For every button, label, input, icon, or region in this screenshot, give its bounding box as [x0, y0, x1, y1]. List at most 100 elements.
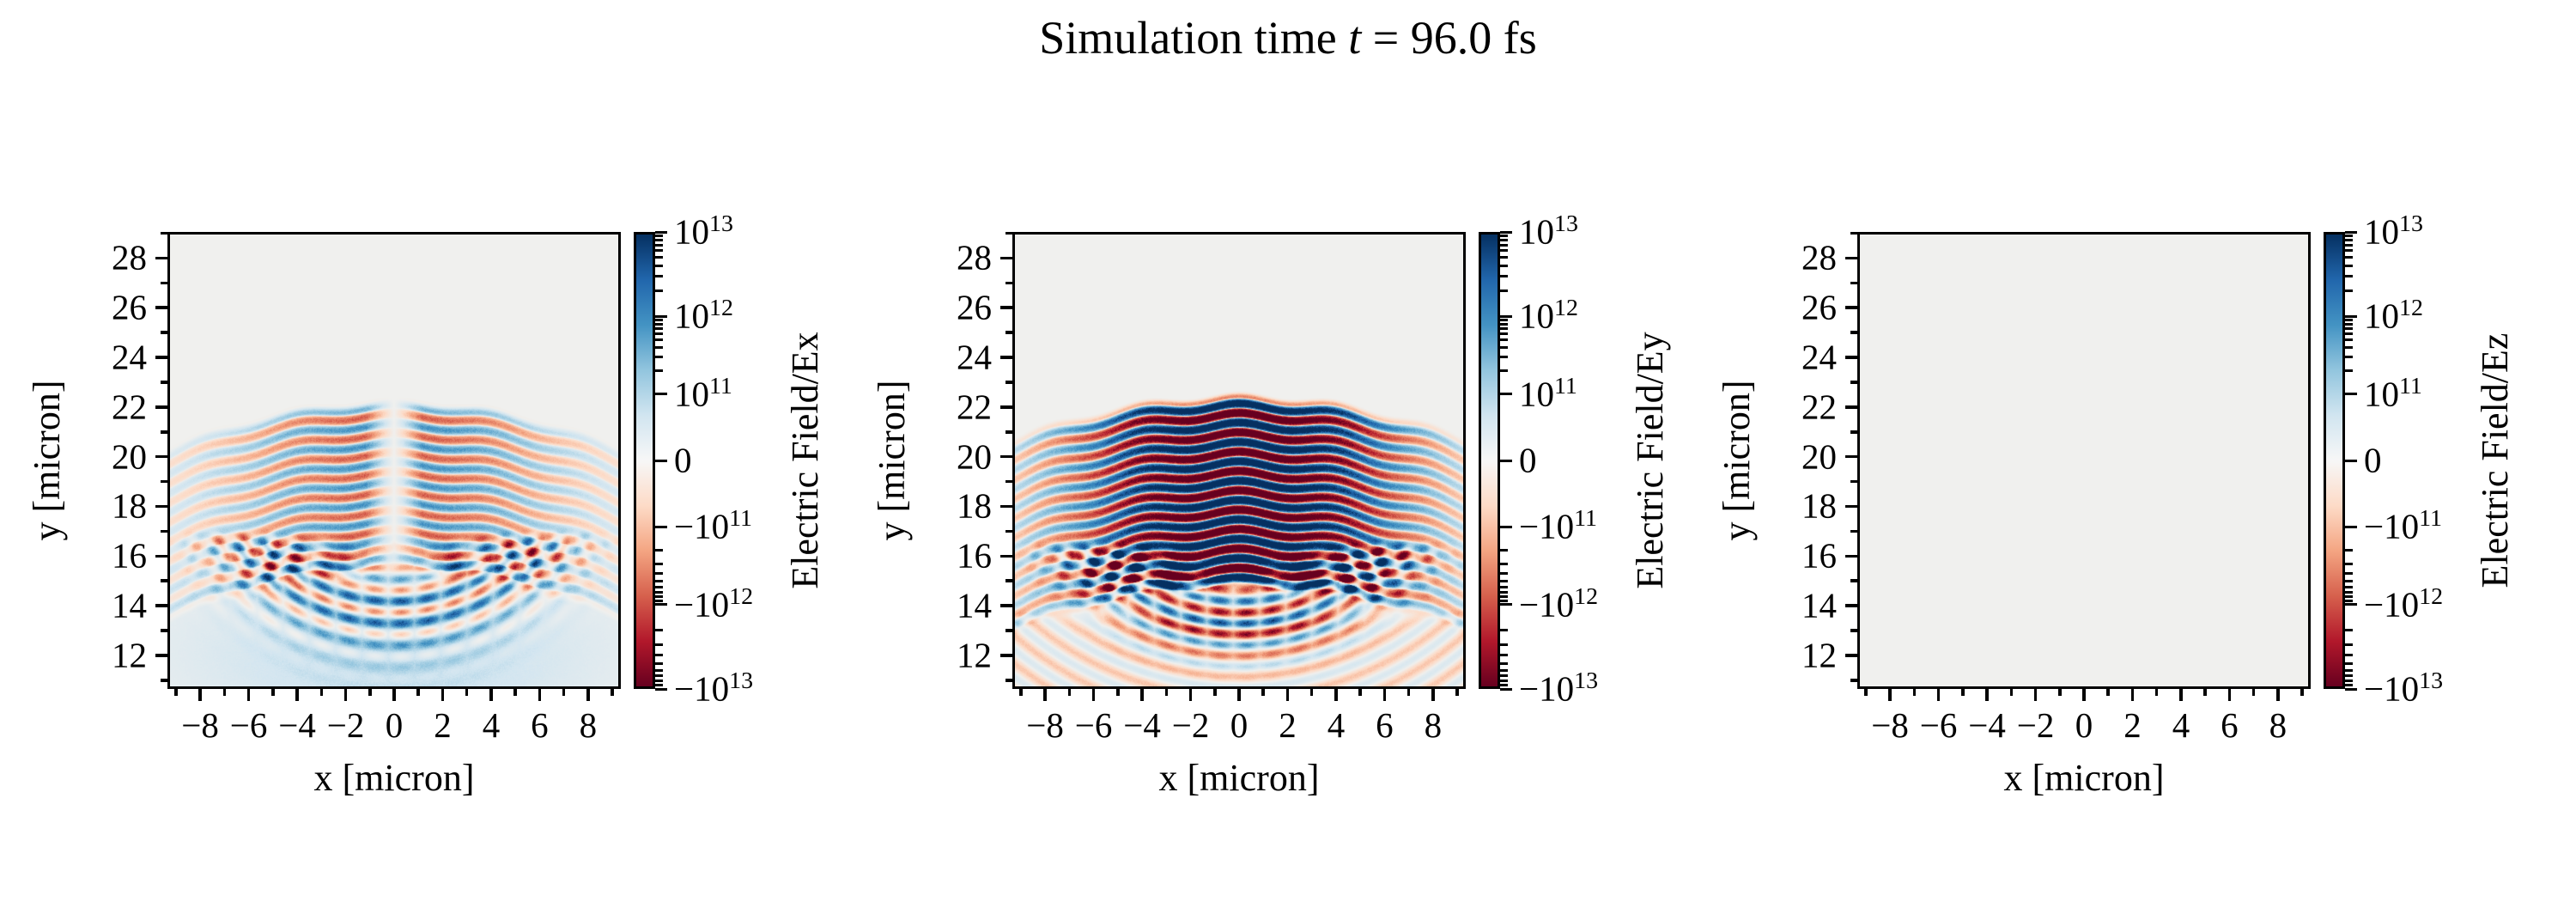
x-axis-tick-label: 8 [1424, 705, 1443, 745]
y-axis-tick-label: 26 [112, 287, 147, 327]
colorbar-minor-tick [1500, 289, 1508, 293]
colorbar-tick-exponent: 11 [2419, 504, 2442, 532]
panel-ez: −8 −6 −4 −2 0 2 4 6 8 12 14 16 18 20 22 24 26 28 x [micron… [1716, 211, 2516, 796]
colorbar-tick [1500, 393, 1512, 396]
colorbar-minor-tick [2345, 239, 2353, 242]
x-axis-tick-label: −6 [229, 705, 268, 745]
colorbar-minor-tick [2345, 679, 2353, 682]
colorbar-minor-tick [1500, 369, 1508, 373]
colorbar-tick-label: 0 [2364, 440, 2382, 480]
colorbar-minor-tick [2345, 579, 2353, 582]
x-axis-tick-label: −2 [2016, 705, 2055, 745]
colorbar-minor-tick [655, 332, 663, 335]
colorbar-minor-tick [655, 643, 663, 647]
x-axis-tick-label: −8 [1871, 705, 1909, 745]
y-axis-tick [1845, 604, 1857, 607]
colorbar-minor-tick [655, 599, 663, 602]
colorbar-tick-exponent: 11 [709, 372, 732, 399]
y-axis-tick-label: 28 [1801, 237, 1837, 277]
x-axis-tick [343, 689, 348, 701]
x-axis-tick [1091, 689, 1096, 701]
colorbar-minor-tick [2345, 599, 2353, 602]
x-axis-minor-tick [1261, 689, 1265, 696]
colorbar-tick-label: −1012 [2364, 582, 2443, 625]
colorbar-minor-tick [1500, 356, 1508, 359]
y-axis-minor-tick [1850, 479, 1857, 484]
colorbar-minor-tick [1500, 235, 1508, 237]
colorbar-minor-tick [1500, 586, 1508, 589]
x-axis-tick-label: 4 [2172, 705, 2190, 745]
x-axis-label: x [micron] [1158, 757, 1320, 799]
y-axis-label: y [micron] [871, 380, 913, 541]
colorbar-tick [655, 314, 667, 318]
colorbar-minor-tick [2345, 289, 2353, 293]
colorbar-minor-tick [2345, 628, 2353, 631]
y-axis-tick [155, 554, 167, 558]
colorbar-minor-tick [1500, 264, 1508, 267]
colorbar-minor-tick [2345, 572, 2353, 576]
x-axis-tick-label: −6 [1074, 705, 1113, 745]
x-axis-tick [1936, 689, 1941, 701]
y-axis-minor-tick [1850, 629, 1857, 632]
colorbar-minor-tick [655, 674, 663, 678]
x-axis-tick-label: −2 [1171, 705, 1210, 745]
x-axis-tick-label: −4 [278, 705, 316, 745]
x-axis-tick [1431, 689, 1435, 701]
colorbar-minor-tick [1500, 579, 1508, 582]
colorbar-tick-exponent: 11 [729, 504, 752, 532]
y-axis-tick [1845, 356, 1857, 359]
colorbar-tick [2345, 687, 2357, 691]
y-axis-tick [155, 454, 167, 459]
colorbar-minor-tick [655, 591, 663, 594]
y-axis-minor-tick [1850, 281, 1857, 285]
y-axis-tick-label: 20 [1801, 436, 1837, 477]
colorbar-tick-exponent: 11 [1574, 504, 1597, 532]
colorbar-tick [2345, 459, 2357, 462]
colorbar-tick-exponent: 13 [1574, 667, 1598, 694]
x-axis-tick-label: −6 [1919, 705, 1958, 745]
x-axis-minor-tick [611, 689, 614, 696]
colorbar-ey: 1013 1012 1011 0 −1011 −1012 −1013 [1479, 211, 1598, 706]
colorbar-minor-tick [1500, 326, 1508, 330]
colorbar-tick [2345, 525, 2357, 528]
colorbar-tick-exponent: 12 [729, 582, 753, 610]
colorbar-tick-label: 1012 [1519, 295, 1578, 336]
y-axis-tick-label: 16 [1801, 535, 1837, 576]
colorbar-minor-tick [655, 679, 663, 682]
colorbar-minor-tick [2345, 674, 2353, 678]
y-axis-minor-tick [161, 331, 167, 334]
colorbar-minor-tick [1500, 595, 1508, 599]
x-axis-minor-tick [222, 689, 227, 696]
colorbar-minor-tick [1500, 591, 1508, 594]
colorbar-minor-tick [2345, 683, 2353, 686]
colorbar-minor-tick [2345, 562, 2353, 565]
colorbar-minor-tick [1500, 332, 1508, 335]
x-axis-tick [2130, 689, 2135, 701]
colorbar-tick-label: 1011 [2364, 372, 2422, 414]
x-axis-tick [295, 689, 299, 701]
plot-title-suffix: = 96.0 fs [1361, 12, 1537, 64]
colorbar-tick-exponent: 11 [2399, 372, 2422, 399]
colorbar-minor-tick [1500, 674, 1508, 678]
y-axis-tick-label: 24 [112, 337, 147, 377]
colorbar-tick [655, 459, 667, 462]
y-axis-tick [1000, 356, 1012, 359]
colorbar-minor-tick [655, 683, 663, 686]
y-axis-tick [155, 256, 167, 260]
heatmap-ex [167, 232, 621, 689]
colorbar-minor-tick [2345, 345, 2353, 349]
x-axis-minor-tick [1067, 689, 1072, 696]
x-axis-minor-tick [2009, 689, 2014, 696]
colorbar-minor-tick [1500, 345, 1508, 349]
y-axis-tick [155, 504, 167, 509]
colorbar-tick-label: −1013 [2364, 667, 2443, 709]
colorbar-minor-tick [2345, 654, 2353, 657]
plot-border [167, 232, 621, 689]
colorbar-tick-exponent: 12 [709, 295, 733, 322]
colorbar-minor-tick [655, 322, 663, 326]
colorbar-tick-exponent: 13 [729, 667, 753, 694]
x-axis-minor-tick [2203, 689, 2207, 696]
colorbar-minor-tick [655, 235, 663, 237]
y-axis-minor-tick [1850, 579, 1857, 582]
colorbar-tick-label: −1011 [1519, 504, 1597, 546]
